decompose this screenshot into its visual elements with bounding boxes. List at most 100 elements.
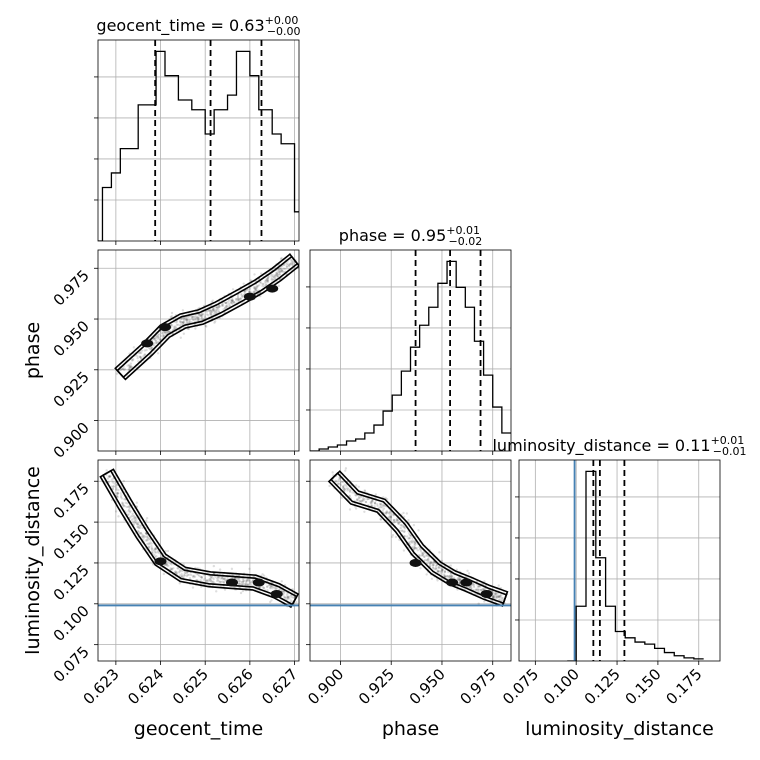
sample-point [185,572,189,575]
sample-point [143,349,147,352]
x-tick-label: 0.624 [124,665,167,708]
sample-point [412,523,416,527]
sample-point [274,587,277,590]
sample-point [127,513,130,516]
sample-point [498,594,501,598]
sample-point [145,538,148,542]
sample-point [139,524,142,528]
sample-point [494,592,497,596]
sample-point [148,537,151,540]
sample-point [500,593,503,597]
sample-point [199,314,202,317]
sample-point [231,299,234,303]
sample-point [409,534,413,538]
sample-point [203,317,206,320]
sample-point [209,312,212,316]
density-core [252,578,265,587]
sample-point [274,274,277,277]
sample-point [402,526,406,529]
sample-point [279,268,282,271]
sample-point [261,284,264,288]
sample-point [164,549,167,553]
sample-point [230,298,234,302]
sample-point [275,273,279,276]
sample-point [217,307,220,311]
sample-point [107,475,110,478]
sample-point [334,479,337,482]
sample-point [291,261,295,265]
x-axis-label-phase: phase [382,718,439,740]
sample-point [151,549,154,552]
sample-point [408,532,411,535]
sample-point [361,499,364,503]
x-tick-label: 0.125 [581,665,624,708]
sample-point [384,512,388,515]
sample-point [492,595,495,598]
sample-point [472,583,476,586]
sample-point [170,323,174,327]
sample-point [219,577,223,580]
sample-point [204,324,207,327]
sample-point [497,595,500,598]
sample-point [147,545,150,548]
histogram-steps-luminosity_distance [567,470,704,661]
sample-point [494,591,498,594]
sample-point [153,549,156,552]
sample-point [266,585,269,588]
sample-point [108,475,112,478]
sample-point [187,327,190,331]
sample-point [169,315,173,319]
sample-point [162,334,165,337]
sample-point [212,307,215,310]
sample-point [221,580,224,583]
sample-point [395,518,398,522]
sample-point [136,525,139,529]
sample-point [246,288,250,291]
sample-point [121,502,125,505]
sample-point [426,557,430,561]
sample-point [126,364,129,367]
sample-point [169,562,172,565]
sample-point [138,526,142,529]
sample-point [139,355,143,359]
sample-point [432,566,435,569]
sample-point [247,583,250,587]
sample-point [286,595,290,599]
sample-point [343,488,347,491]
sample-point [391,535,394,539]
sample-point [147,346,151,350]
sample-point [456,578,460,581]
sample-point [279,257,283,261]
sample-point [344,469,347,472]
sample-point [431,564,434,567]
sample-point [493,593,497,596]
sample-point [270,599,273,602]
sample-point [182,321,185,324]
sample-point [223,307,227,310]
density-core [460,578,473,587]
sample-point [127,508,131,511]
sample-point [156,341,159,344]
sample-point [335,480,338,483]
sample-point [122,479,126,483]
sample-point [210,579,213,583]
sample-point [344,487,347,490]
sample-point [272,275,276,279]
x-tick-label: 0.150 [622,665,665,708]
sample-point [492,595,495,598]
sample-point [209,312,212,315]
sample-point [427,558,430,561]
sample-point [273,275,277,278]
sample-point [217,576,220,579]
sample-point [495,594,498,598]
sample-point [207,309,210,313]
sample-point [236,296,240,299]
sample-point [236,577,239,580]
sample-point [133,516,136,520]
sample-point [180,320,183,324]
sample-point [270,277,273,280]
sample-point [436,570,440,573]
histogram-steps-phase [310,260,511,451]
sample-point [208,577,211,581]
sample-point [285,593,289,597]
